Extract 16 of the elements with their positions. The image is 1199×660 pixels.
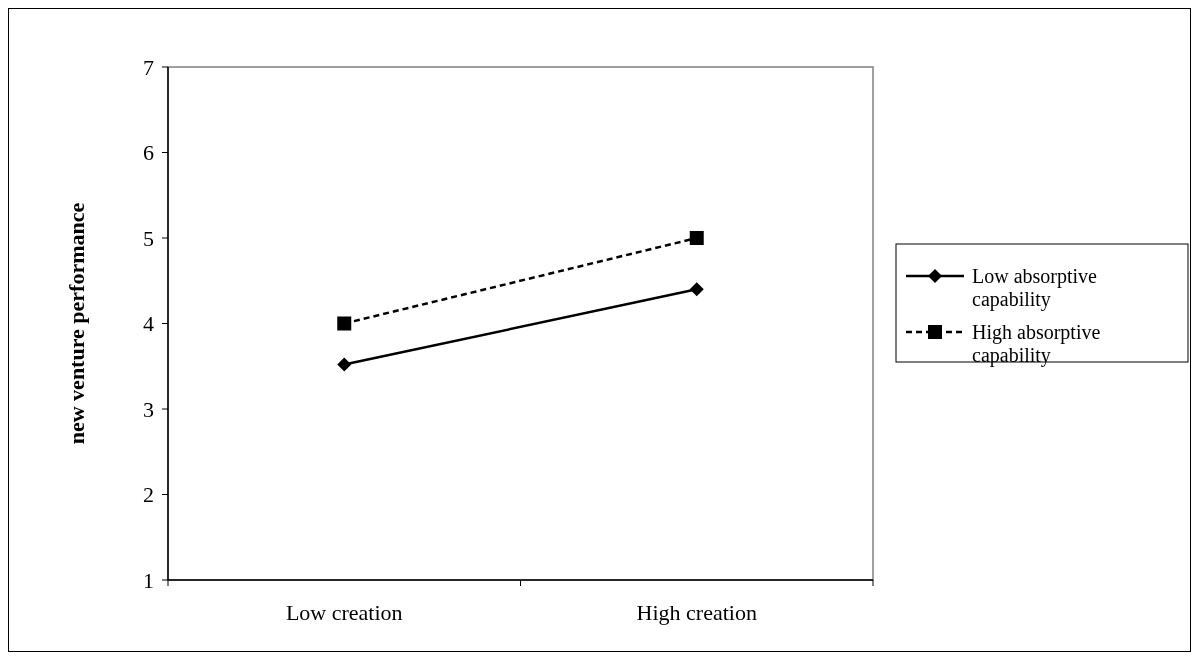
point: [689, 231, 704, 245]
x-tick-label: Low creation: [285, 600, 403, 625]
point: [689, 282, 704, 297]
y-tick-label: 3: [143, 396, 154, 422]
point: [337, 316, 352, 331]
y-tick-label: 1: [143, 567, 154, 593]
y-axis-title: new venture performance: [64, 202, 89, 445]
point: [337, 357, 352, 372]
y-tick-label: 7: [143, 54, 154, 80]
legend-label: High absorptive capability: [972, 321, 1101, 367]
legend-label: Low absorptive capability: [972, 265, 1098, 311]
y-tick-label: 6: [143, 140, 154, 166]
x-tick-label: High creation: [636, 600, 757, 625]
y-tick-label: 4: [143, 311, 154, 337]
y-tick-label: 5: [143, 225, 154, 251]
y-tick-label: 2: [143, 482, 154, 508]
